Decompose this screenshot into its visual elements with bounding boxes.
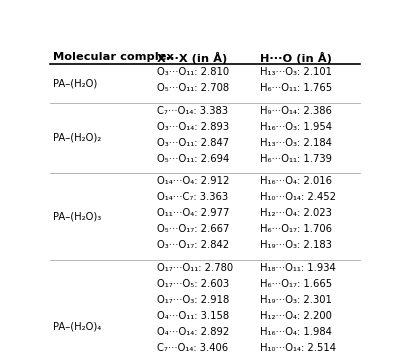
Text: O₅···O₁₇: 2.667: O₅···O₁₇: 2.667 — [157, 224, 229, 234]
Text: H₁₆···O₄: 2.016: H₁₆···O₄: 2.016 — [260, 176, 332, 187]
Text: Molecular complex: Molecular complex — [53, 52, 174, 62]
Text: O₁₇···O₁₁: 2.780: O₁₇···O₁₁: 2.780 — [157, 263, 233, 273]
Text: H₁₈···O₁₁: 1.934: H₁₈···O₁₁: 1.934 — [260, 263, 336, 273]
Text: H₁₀···O₁₄: 2.452: H₁₀···O₁₄: 2.452 — [260, 192, 336, 202]
Text: H₁₂···O₄: 2.023: H₁₂···O₄: 2.023 — [260, 208, 332, 218]
Text: O₁₄···O₄: 2.912: O₁₄···O₄: 2.912 — [157, 176, 229, 187]
Text: O₁₄···C₇: 3.363: O₁₄···C₇: 3.363 — [157, 192, 228, 202]
Text: H₆···O₁₁: 1.765: H₆···O₁₁: 1.765 — [260, 83, 332, 93]
Text: O₃···O₁₁: 2.810: O₃···O₁₁: 2.810 — [157, 67, 229, 77]
Text: H₁₉···O₃: 2.301: H₁₉···O₃: 2.301 — [260, 295, 332, 305]
Text: O₁₇···O₅: 2.603: O₁₇···O₅: 2.603 — [157, 279, 229, 289]
Text: H₁₂···O₄: 2.200: H₁₂···O₄: 2.200 — [260, 311, 332, 321]
Text: O₁₁···O₄: 2.977: O₁₁···O₄: 2.977 — [157, 208, 229, 218]
Text: H₆···O₁₇: 1.706: H₆···O₁₇: 1.706 — [260, 224, 332, 234]
Text: O₄···O₁₁: 3.158: O₄···O₁₁: 3.158 — [157, 311, 229, 321]
Text: O₅···O₁₁: 2.694: O₅···O₁₁: 2.694 — [157, 154, 229, 164]
Text: H₁₆···O₃: 1.954: H₁₆···O₃: 1.954 — [260, 122, 332, 132]
Text: O₃···O₁₇: 2.842: O₃···O₁₇: 2.842 — [157, 240, 229, 250]
Text: X···X (in Å): X···X (in Å) — [157, 52, 227, 64]
Text: O₄···O₁₄: 2.892: O₄···O₁₄: 2.892 — [157, 327, 229, 337]
Text: PA–(H₂O)₃: PA–(H₂O)₃ — [53, 211, 101, 221]
Text: H₉···O₁₄: 2.386: H₉···O₁₄: 2.386 — [260, 106, 332, 116]
Text: PA–(H₂O)₂: PA–(H₂O)₂ — [53, 133, 101, 143]
Text: H₆···O₁₁: 1.739: H₆···O₁₁: 1.739 — [260, 154, 332, 164]
Text: H₁₀···O₁₄: 2.514: H₁₀···O₁₄: 2.514 — [260, 343, 336, 353]
Text: C₇···O₁₄: 3.383: C₇···O₁₄: 3.383 — [157, 106, 228, 116]
Text: O₅···O₁₁: 2.708: O₅···O₁₁: 2.708 — [157, 83, 229, 93]
Text: PA–(H₂O): PA–(H₂O) — [53, 78, 97, 88]
Text: H₁₉···O₃: 2.183: H₁₉···O₃: 2.183 — [260, 240, 332, 250]
Text: H₆···O₁₇: 1.665: H₆···O₁₇: 1.665 — [260, 279, 332, 289]
Text: O₃···O₁₄: 2.893: O₃···O₁₄: 2.893 — [157, 122, 229, 132]
Text: H₁₃···O₃: 2.184: H₁₃···O₃: 2.184 — [260, 138, 332, 148]
Text: O₃···O₁₁: 2.847: O₃···O₁₁: 2.847 — [157, 138, 229, 148]
Text: PA–(H₂O)₄: PA–(H₂O)₄ — [53, 322, 101, 332]
Text: O₁₇···O₃: 2.918: O₁₇···O₃: 2.918 — [157, 295, 229, 305]
Text: H···O (in Å): H···O (in Å) — [260, 52, 332, 64]
Text: H₁₆···O₄: 1.984: H₁₆···O₄: 1.984 — [260, 327, 332, 337]
Text: C₇···O₁₄: 3.406: C₇···O₁₄: 3.406 — [157, 343, 228, 353]
Text: H₁₃···O₃: 2.101: H₁₃···O₃: 2.101 — [260, 67, 332, 77]
